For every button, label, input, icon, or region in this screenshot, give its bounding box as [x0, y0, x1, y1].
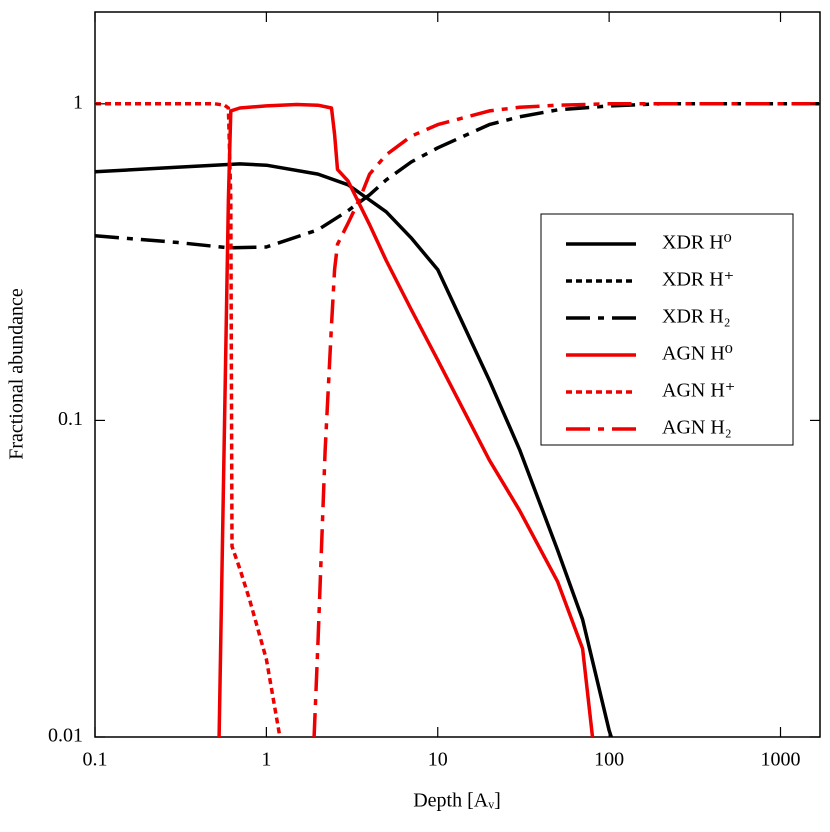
series-line: [95, 102, 282, 737]
legend-label: AGN H⁺: [662, 380, 735, 402]
legend-box: [540, 213, 794, 446]
series-line: [312, 102, 820, 737]
legend-label: XDR H⁰: [662, 232, 732, 254]
series-line: [95, 102, 820, 250]
x-tick-label: 0.1: [83, 749, 108, 771]
series-line: [95, 162, 613, 737]
legend-label: XDR H₂: [662, 306, 731, 328]
series-line: [217, 102, 595, 737]
x-tick-label: 1000: [761, 749, 801, 771]
plot-frame: [94, 11, 821, 738]
x-tick-label: 100: [594, 749, 624, 771]
y-tick-label: 0.1: [58, 408, 83, 430]
y-tick-label: 0.01: [48, 725, 83, 747]
legend-label: AGN H⁰: [662, 343, 733, 365]
x-tick-label: 1: [261, 749, 271, 771]
legend-label: AGN H₂: [662, 417, 732, 439]
y-axis-label: Fractional abundance: [6, 288, 28, 460]
legend-label: XDR H⁺: [662, 269, 734, 291]
plot-lines: [95, 102, 820, 737]
y-tick-label: 1: [73, 91, 83, 113]
x-tick-label: 10: [428, 749, 448, 771]
x-axis-label: Depth [Aᵥ]: [413, 790, 501, 812]
